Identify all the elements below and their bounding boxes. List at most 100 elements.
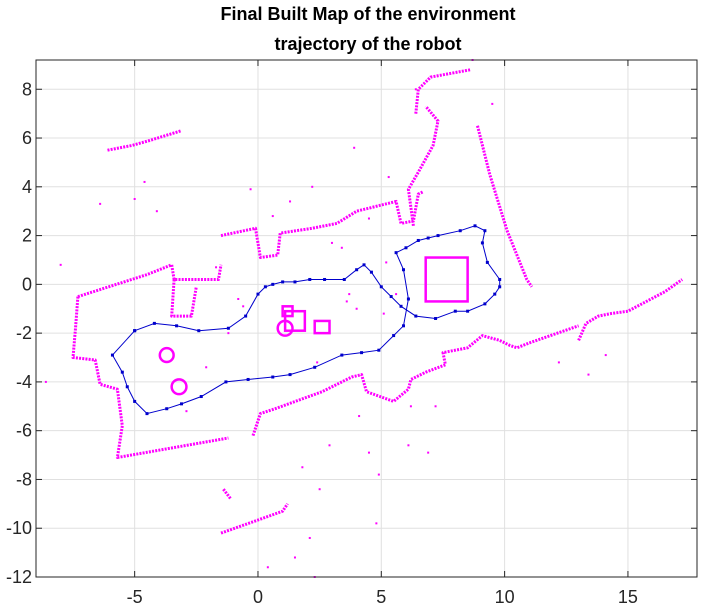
- y-tick-label: -12: [6, 567, 32, 587]
- map-point: [133, 198, 136, 201]
- y-tick-label: -2: [16, 323, 32, 343]
- trajectory-point: [145, 412, 149, 416]
- map-point: [385, 261, 388, 264]
- trajectory-point: [271, 375, 275, 379]
- x-tick-label: 15: [618, 587, 638, 607]
- map-point: [155, 210, 158, 213]
- axis-ticks: -5 0 5 10 15 8 6 4 2 0 -2 -4 -6 -8 -10 -12: [6, 60, 697, 607]
- map-wall-segment: [77, 263, 223, 299]
- map-point: [308, 536, 311, 539]
- map-wall-segment: [222, 488, 232, 500]
- y-tick-label: 0: [22, 274, 32, 294]
- map-point: [237, 297, 240, 300]
- trajectory-point: [404, 246, 408, 250]
- map-point: [266, 566, 269, 569]
- map-point: [387, 176, 390, 179]
- map-point: [242, 305, 245, 308]
- trajectory-point: [224, 380, 228, 384]
- trajectory-point: [199, 395, 203, 399]
- map-point: [298, 310, 301, 313]
- map-obstacle-circle: [170, 378, 188, 396]
- trajectory-point: [120, 370, 124, 374]
- trajectory-point: [133, 329, 137, 333]
- map-wall-segment: [71, 296, 229, 459]
- trajectory-point: [389, 295, 393, 299]
- robot-trajectory: [110, 224, 502, 416]
- trajectory-point: [165, 407, 169, 411]
- trajectory-point: [110, 353, 114, 357]
- map-point: [215, 266, 218, 269]
- x-tick-label: 10: [495, 587, 515, 607]
- trajectory-point: [379, 285, 383, 289]
- map-wall-segment: [170, 279, 198, 318]
- axes-box: [35, 59, 698, 578]
- map-point: [99, 202, 102, 205]
- map-point: [434, 405, 437, 408]
- map-point: [355, 307, 358, 310]
- trajectory-point: [175, 324, 179, 328]
- trajectory-point: [473, 224, 477, 228]
- map-point: [375, 522, 378, 525]
- trajectory-point: [360, 351, 364, 355]
- trajectory-point: [493, 292, 497, 296]
- trajectory-point: [340, 353, 344, 357]
- map-point: [316, 361, 319, 364]
- trajectory-point: [362, 263, 366, 267]
- trajectory-point: [281, 280, 285, 284]
- map-point: [427, 451, 430, 454]
- map-point: [328, 444, 331, 447]
- trajectory-point: [355, 268, 359, 272]
- chart-title-line2: trajectory of the robot: [274, 34, 461, 54]
- trajectory-point: [197, 329, 201, 333]
- map-point: [345, 300, 348, 303]
- map-point: [340, 246, 343, 249]
- map-point: [330, 241, 333, 244]
- trajectory-point: [453, 309, 457, 313]
- trajectory-point: [323, 277, 327, 281]
- y-tick-label: 6: [22, 128, 32, 148]
- trajectory-point: [256, 292, 260, 296]
- map-point: [289, 200, 292, 203]
- y-tick-label: 4: [22, 177, 32, 197]
- map-point: [185, 410, 188, 413]
- trajectory-point: [180, 402, 184, 406]
- map-wall-segment: [414, 68, 471, 114]
- map-wall-segment: [476, 125, 534, 288]
- map-point: [587, 373, 590, 376]
- map-wall-segment: [528, 324, 580, 345]
- y-tick-label: 8: [22, 79, 32, 99]
- map-point: [604, 354, 607, 357]
- trajectory-point: [498, 277, 502, 281]
- trajectory-point: [426, 236, 430, 240]
- x-tick-label: -5: [127, 587, 143, 607]
- map-point: [377, 473, 380, 476]
- map-point: [409, 405, 412, 408]
- map-point: [353, 146, 356, 149]
- map-wall-segment: [220, 190, 424, 259]
- trajectory-point: [485, 260, 489, 264]
- map-point: [367, 451, 370, 454]
- trajectory-point: [133, 399, 137, 403]
- trajectory-point: [416, 238, 420, 242]
- map-point: [44, 380, 47, 383]
- trajectory-point: [246, 377, 250, 381]
- trajectory-point: [392, 334, 396, 338]
- map-point: [205, 366, 208, 369]
- map-obstacle-rect: [313, 319, 331, 335]
- map-point: [227, 332, 230, 335]
- trajectory-point: [498, 285, 502, 289]
- trajectory-point: [293, 280, 297, 284]
- map-obstacle-rect: [283, 309, 307, 332]
- y-tick-label: -8: [16, 469, 32, 489]
- trajectory-point: [394, 251, 398, 255]
- map-obstacle-rect: [424, 256, 469, 303]
- occupancy-map: [44, 59, 684, 578]
- map-wall-segment: [577, 278, 684, 341]
- map-point: [59, 263, 62, 266]
- map-point: [407, 444, 410, 447]
- trajectory-point: [342, 277, 346, 281]
- map-point: [367, 217, 370, 220]
- map-point: [491, 102, 494, 105]
- trajectory-point: [401, 324, 405, 328]
- x-tick-label: 0: [253, 587, 263, 607]
